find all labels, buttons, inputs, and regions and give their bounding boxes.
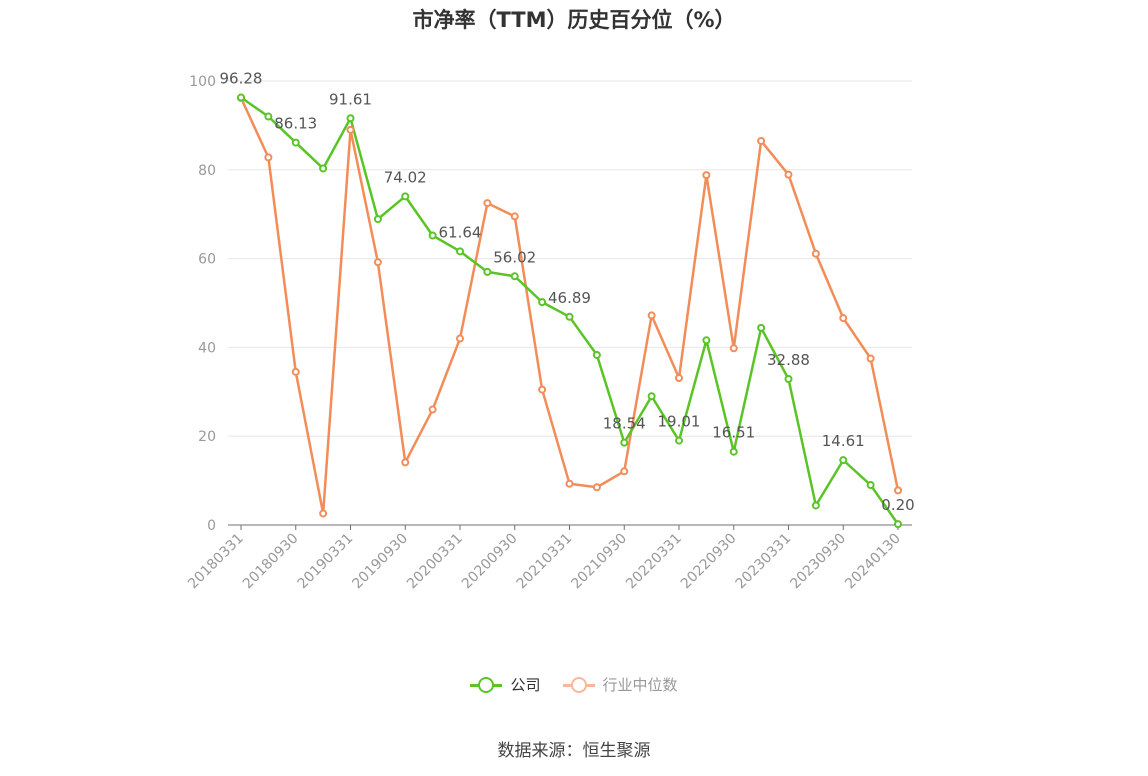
data-point-industry [538,385,547,394]
data-label: 14.61 [822,432,865,450]
data-point-company [319,164,328,173]
x-tick-label: 20190331 [295,531,357,593]
data-point-company [620,438,629,447]
data-point-company [264,112,273,121]
data-point-industry [675,374,683,383]
legend-label-company: 公司 [510,676,541,694]
x-tick-label: 20190930 [349,531,411,593]
x-tick-label: 20200930 [459,531,521,593]
y-tick-label: 20 [198,429,216,445]
data-point-industry [647,311,656,320]
data-point-company [346,114,355,123]
x-tick-label: 20220331 [623,531,685,593]
data-label: 16.51 [712,424,755,442]
data-point-company [757,323,766,332]
data-point-company [866,481,875,490]
legend-label-industry: 行业中位数 [602,676,678,694]
data-point-company [839,456,848,465]
data-point-industry [428,405,437,414]
data-point-industry [565,479,574,488]
data-point-industry [346,125,355,134]
data-point-company [675,436,683,445]
grid-lines [228,80,912,437]
data-point-company [401,192,410,201]
data-point-industry [510,212,519,221]
x-tick-label: 20180331 [185,531,247,593]
data-label: 91.61 [329,90,372,108]
data-point-company [702,336,711,345]
data-point-industry [483,199,492,208]
data-point-industry [401,458,410,467]
data-label: 86.13 [274,115,317,133]
data-point-industry [319,509,328,518]
legend: 公司 行业中位数 [0,674,1148,695]
x-tick-label: 20230930 [787,531,849,593]
data-point-industry [592,483,601,492]
data-point-industry [784,170,793,179]
y-tick-label: 40 [198,340,216,356]
x-tick-label: 20240130 [842,531,904,593]
data-label: 18.54 [603,415,646,433]
x-tick-label: 20210331 [514,531,576,593]
chart-title: 市净率（TTM）历史百分位（%） [412,8,736,32]
data-point-industry [620,467,629,476]
data-point-company [894,520,902,529]
data-point-industry [373,258,382,267]
series-line-company [240,96,900,525]
data-point-company [538,298,547,307]
legend-swatch-company [470,676,503,693]
legend-item-company[interactable]: 公司 [470,674,541,695]
data-point-company [784,375,793,384]
data-label: 74.02 [384,168,427,186]
data-point-industry [456,334,464,343]
data-source: 数据来源：恒生聚源 [497,741,651,761]
data-point-industry [839,314,848,323]
data-point-industry [866,354,875,363]
data-point-industry [702,171,711,180]
data-point-company [811,501,820,510]
data-point-company [565,312,574,321]
data-point-industry [729,344,738,353]
data-labels: 96.28 86.13 91.61 74.02 61.64 56.02 46.89 18.54… [220,70,915,515]
x-tick-label: 20220930 [678,531,740,593]
data-label: 56.02 [493,248,536,266]
data-point-company [456,247,464,256]
data-point-industry [757,136,766,145]
data-point-industry [291,367,300,376]
y-tick-label: 80 [198,163,216,179]
legend-swatch-industry [562,676,595,693]
chart-plot: 0 20 40 60 80 100 2018033120180930201903312019… [185,70,915,593]
y-tick-label: 100 [189,74,216,90]
data-point-company [592,350,601,359]
data-point-company [510,272,519,281]
data-point-company [729,447,738,456]
data-label: 0.20 [881,496,914,514]
data-label: 96.28 [220,70,263,88]
axes: 0 20 40 60 80 100 2018033120180930201903312019… [185,74,912,592]
data-point-industry [811,249,820,258]
series-lines [239,96,900,525]
legend-item-industry[interactable]: 行业中位数 [562,674,678,695]
x-tick-label: 20180930 [240,531,302,593]
data-points [237,93,902,529]
x-tick-label: 20230331 [733,531,795,593]
data-point-company [483,267,492,276]
data-label: 19.01 [658,413,701,431]
data-label: 32.88 [767,351,810,369]
x-tick-label: 20200331 [404,531,466,593]
data-point-company [373,215,382,224]
data-label: 46.89 [548,289,591,307]
x-tick-label: 20210930 [568,531,630,593]
y-tick-label: 60 [198,252,216,268]
data-point-company [428,231,437,240]
y-tick-label: 0 [207,518,216,534]
data-point-company [237,93,245,102]
data-label: 61.64 [439,223,482,241]
data-point-industry [264,153,273,162]
data-point-industry [894,486,902,495]
data-point-company [647,392,656,401]
data-point-company [291,138,300,147]
